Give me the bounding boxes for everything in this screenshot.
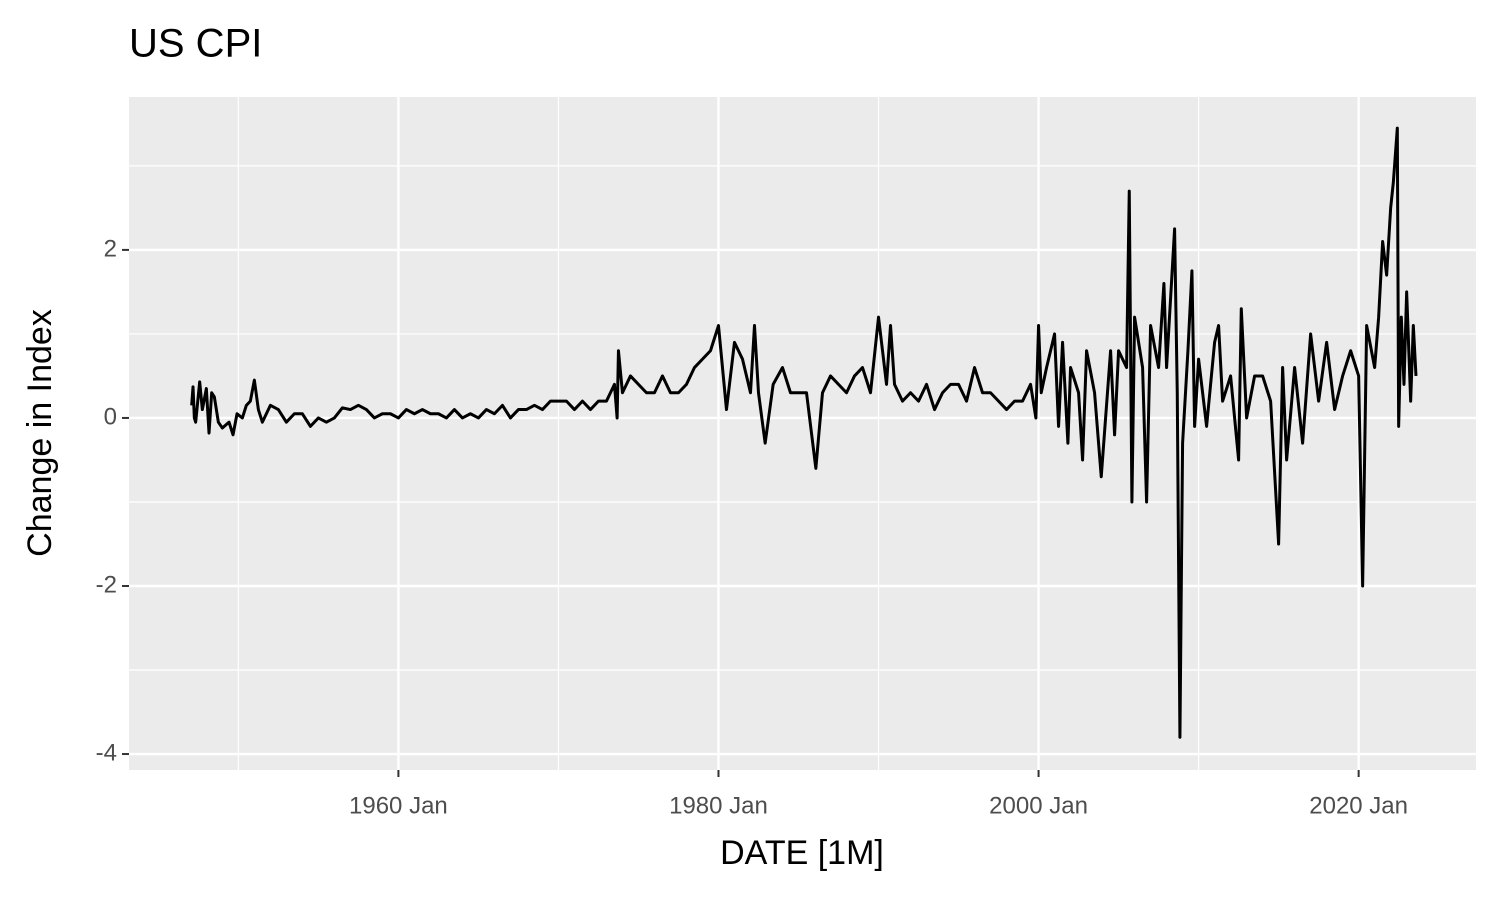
x-axis-title: DATE [1M] bbox=[720, 834, 884, 872]
panel bbox=[129, 97, 1476, 770]
x-tick-label: 2000 Jan bbox=[989, 792, 1088, 819]
line bbox=[190, 126, 1418, 739]
y-axis-title: Change in Index bbox=[21, 309, 59, 557]
x-tick-label: 1960 Jan bbox=[349, 792, 448, 819]
y-tick-label: 2 bbox=[104, 235, 117, 262]
chart-title: US CPI bbox=[129, 22, 262, 66]
y-tick-label: -4 bbox=[96, 739, 117, 766]
x-tick-label: 2020 Jan bbox=[1309, 792, 1408, 819]
y-tick-label: 0 bbox=[104, 403, 117, 430]
x-tick-label: 1980 Jan bbox=[669, 792, 768, 819]
y-tick-label: -2 bbox=[96, 571, 117, 598]
grid bbox=[129, 97, 1476, 770]
marks bbox=[190, 126, 1418, 739]
